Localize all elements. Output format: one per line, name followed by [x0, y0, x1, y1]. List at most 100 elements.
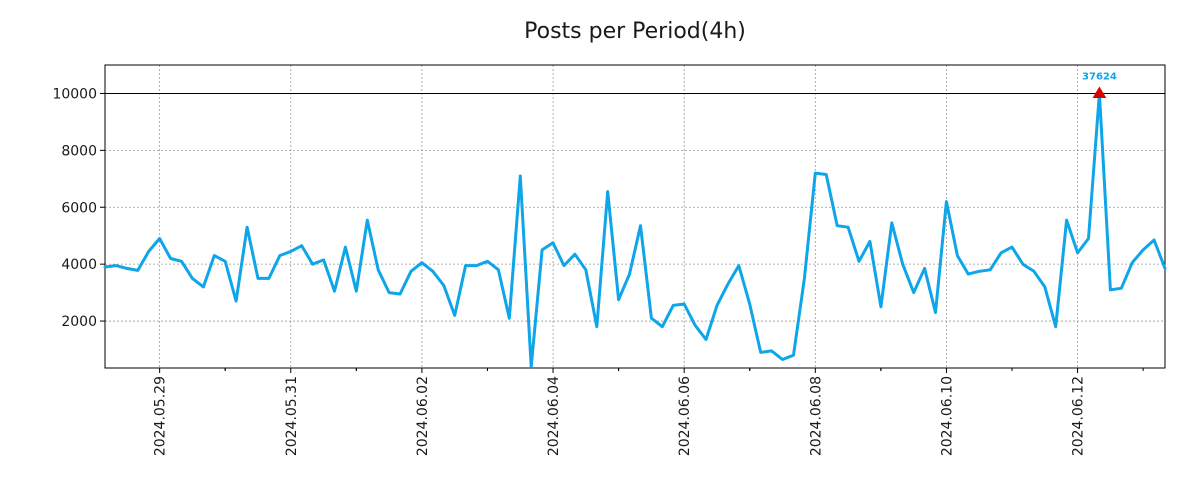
series-line-posts — [103, 92, 1167, 369]
y-tick-label: 4000 — [61, 257, 97, 273]
data-point — [322, 258, 325, 261]
x-tick-label: 2024.06.10 — [939, 376, 955, 456]
data-point — [136, 269, 139, 272]
data-point — [1032, 270, 1035, 273]
data-point — [1087, 237, 1090, 240]
series-layer — [103, 92, 1167, 369]
data-point — [420, 261, 423, 264]
data-point — [562, 264, 565, 267]
data-point — [311, 263, 314, 266]
plot-frame — [104, 64, 1166, 369]
data-point — [104, 266, 107, 269]
annotations: 37624 — [1082, 71, 1117, 98]
data-point — [213, 254, 216, 257]
data-point — [890, 221, 893, 224]
data-point — [803, 277, 806, 280]
data-point — [792, 354, 795, 357]
y-tick-label: 10000 — [52, 86, 97, 102]
data-point — [125, 267, 128, 270]
axes: 2000 4000 6000 8000 10000 2024.05.29 2024.05.3… — [52, 64, 1166, 456]
data-point — [530, 365, 533, 368]
data-point — [781, 358, 784, 361]
data-point — [224, 260, 227, 263]
data-point — [978, 270, 981, 273]
x-tick-label: 2024.06.06 — [677, 376, 693, 456]
data-point — [628, 273, 631, 276]
data-point — [256, 277, 259, 280]
data-point — [169, 257, 172, 260]
data-point — [737, 264, 740, 267]
data-point — [366, 219, 369, 222]
x-tick-label: 2024.05.31 — [284, 376, 300, 456]
data-point — [114, 264, 117, 267]
data-point — [923, 267, 926, 270]
data-point — [1076, 251, 1079, 254]
data-point — [912, 291, 915, 294]
data-point — [1131, 261, 1134, 264]
data-point — [705, 338, 708, 341]
data-point — [868, 240, 871, 243]
data-point — [246, 226, 249, 229]
data-point — [1109, 288, 1112, 291]
data-point — [344, 246, 347, 249]
data-point — [1164, 267, 1167, 270]
data-point — [541, 248, 544, 251]
data-point — [235, 300, 238, 303]
data-point — [934, 311, 937, 314]
data-point — [409, 270, 412, 273]
data-point — [442, 284, 445, 287]
data-point — [901, 263, 904, 266]
data-point — [508, 317, 511, 320]
data-point — [147, 250, 150, 253]
x-tick-label: 2024.06.02 — [415, 376, 431, 456]
data-point — [639, 224, 642, 227]
data-point — [300, 244, 303, 247]
data-point — [956, 254, 959, 257]
data-point — [289, 250, 292, 253]
data-point — [573, 253, 576, 256]
x-tick-label: 2024.06.12 — [1071, 376, 1087, 456]
data-point — [1021, 263, 1024, 266]
y-tick-label: 2000 — [61, 314, 97, 330]
y-tick-label: 8000 — [61, 143, 97, 159]
peak-label: 37624 — [1082, 71, 1117, 82]
data-point — [879, 305, 882, 308]
data-point — [606, 190, 609, 193]
data-point — [267, 277, 270, 280]
data-point — [355, 290, 358, 293]
data-point — [683, 302, 686, 305]
data-point — [1011, 246, 1014, 249]
data-point — [858, 260, 861, 263]
data-point — [989, 268, 992, 271]
data-point — [847, 226, 850, 229]
data-point — [1000, 251, 1003, 254]
data-point — [486, 260, 489, 263]
data-point — [180, 260, 183, 263]
data-point — [726, 283, 729, 286]
data-point — [191, 277, 194, 280]
data-point — [388, 291, 391, 294]
data-point — [278, 254, 281, 257]
chart-title: Posts per Period(4h) — [524, 19, 746, 44]
data-point — [595, 325, 598, 328]
x-tick-label: 2024.06.08 — [808, 376, 824, 456]
data-point — [836, 224, 839, 227]
grid-lines — [105, 65, 1165, 368]
data-point — [748, 302, 751, 305]
data-point — [1120, 287, 1123, 290]
data-point — [715, 304, 718, 307]
data-point — [1153, 238, 1156, 241]
data-point — [202, 285, 205, 288]
data-point — [814, 172, 817, 175]
x-tick-label: 2024.05.29 — [153, 376, 169, 456]
data-point — [377, 268, 380, 271]
data-point — [1054, 325, 1057, 328]
data-point — [945, 200, 948, 203]
data-point — [399, 293, 402, 296]
data-point — [464, 264, 467, 267]
data-point — [1043, 285, 1046, 288]
data-point — [650, 317, 653, 320]
data-point — [661, 325, 664, 328]
